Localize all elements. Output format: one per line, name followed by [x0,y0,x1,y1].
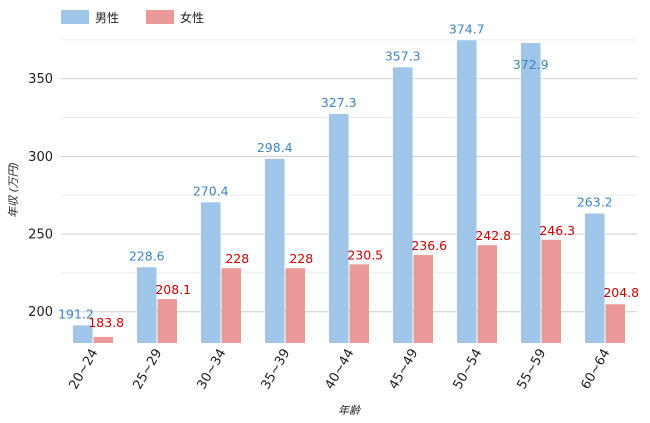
data-label-male: 270.4 [193,183,229,198]
bar-female-60~64 [605,304,625,343]
legend-swatch-female [146,10,174,24]
x-tick-labels: 20~24 25~29 30~34 35~39 40~44 45~49 50~54 55~59… [66,347,613,393]
data-label-male: 298.4 [257,140,293,155]
data-label-male: 327.3 [321,95,357,110]
bar-male-55~59 [521,43,541,343]
data-label-male: 372.9 [513,57,549,72]
bars [73,40,625,344]
data-label-female: 242.8 [475,228,511,243]
y-tick-label: 250 [28,228,53,243]
data-label-female: 204.8 [603,285,639,300]
legend: 男性 女性 [61,10,204,25]
bar-female-50~54 [477,245,497,343]
y-tick-label: 300 [28,150,53,165]
bar-female-40~44 [349,264,369,343]
data-label-male: 374.7 [449,21,485,36]
bar-female-20~24 [93,336,113,343]
bar-female-30~34 [221,268,241,343]
bar-male-30~34 [201,202,221,343]
bar-female-55~59 [541,239,561,343]
data-label-female: 228 [225,251,249,266]
bar-female-25~29 [157,299,177,343]
bar-male-40~44 [329,113,349,343]
x-axis-title: 年齢 [338,404,361,417]
data-label-male: 263.2 [577,195,613,210]
x-tick-label: 50~54 [450,347,485,393]
x-tick-label: 20~24 [66,347,101,393]
y-axis-title: 年収 (万円) [7,162,20,218]
y-tick-label: 200 [28,305,53,320]
bar-female-45~49 [413,254,433,343]
data-label-female: 230.5 [347,247,383,262]
legend-label-female: 女性 [180,10,204,25]
gridlines [61,39,637,313]
data-label-male: 228.6 [129,248,165,263]
bar-female-35~39 [285,268,305,343]
data-label-female: 183.8 [88,315,124,330]
data-label-female: 228 [289,251,313,266]
y-tick-label: 350 [28,72,53,87]
bar-male-25~29 [137,267,157,343]
y-tick-labels: 200 250 300 350 [28,72,53,320]
data-label-male: 191.2 [58,306,94,321]
bar-male-50~54 [457,40,477,343]
data-label-female: 246.3 [539,223,575,238]
x-tick-label: 30~34 [194,347,229,393]
x-tick-label: 25~29 [130,347,165,393]
legend-label-male: 男性 [95,11,119,25]
data-label-male: 357.3 [385,48,421,63]
legend-swatch-male [61,10,89,24]
x-tick-label: 35~39 [258,347,293,393]
bar-male-45~49 [393,67,413,344]
x-tick-label: 55~59 [514,347,549,393]
data-label-female: 208.1 [155,282,191,297]
bar-male-35~39 [265,158,285,343]
bar-male-60~64 [585,213,605,343]
data-label-female: 236.6 [411,238,447,253]
x-tick-label: 40~44 [322,347,357,393]
x-tick-label: 60~64 [578,347,613,393]
x-tick-label: 45~49 [386,347,421,393]
bar-male-20~24 [73,325,93,343]
